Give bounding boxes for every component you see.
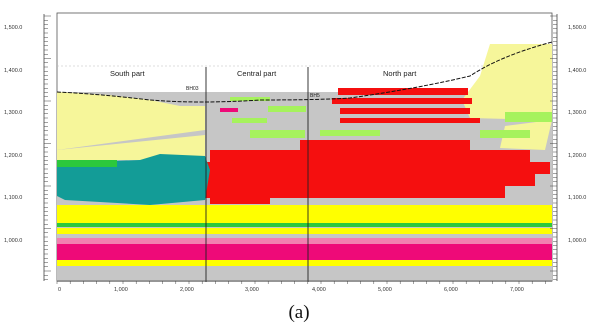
x-tick-label: 4,000 [312,287,326,293]
x-tick-label: 1,000 [114,287,128,293]
y-tick-label: 1,200.0 [568,153,586,159]
y-tick-label: 1,000.0 [4,238,22,244]
zone-label-north: North part [383,69,417,78]
y-tick-label: 1,500.0 [4,25,22,31]
y-tick-label: 1,100.0 [4,195,22,201]
zone-label-south: South part [110,69,146,78]
y-tick-label: 1,300.0 [4,110,22,116]
y-tick-label: 1,400.0 [4,68,22,74]
terrain-surface-line [56,41,553,103]
x-tick-label: 5,000 [378,287,392,293]
figure-caption: (a) [288,302,310,323]
y-tick-label: 1,500.0 [568,25,586,31]
well-label-bh03: BH03 [186,86,199,92]
x-tick-label: 2,000 [180,287,194,293]
x-tick-label: 0 [58,287,61,293]
x-tick-label: 3,000 [245,287,259,293]
y-axis-right: 1,500.0 1,400.0 1,300.0 1,200.0 1,100.0 … [556,14,586,281]
x-tick-label: 6,000 [444,287,458,293]
y-tick-label: 1,400.0 [568,68,586,74]
y-tick-label: 1,000.0 [568,238,586,244]
ruler-ticks [44,15,557,284]
zone-label-central: Central part [237,69,277,78]
geological-cross-section: South part Central part North part BH03 … [4,12,586,293]
y-tick-label: 1,300.0 [568,110,586,116]
x-tick-label: 7,000 [510,287,524,293]
y-axis-left: 1,500.0 1,400.0 1,300.0 1,200.0 1,100.0 … [4,14,45,281]
y-tick-label: 1,200.0 [4,153,22,159]
x-axis: 0 1,000 2,000 3,000 4,000 5,000 6,000 7,… [57,280,552,293]
layer-bands [57,44,552,282]
well-label-bh5: BH5 [310,93,320,99]
y-tick-label: 1,100.0 [568,195,586,201]
